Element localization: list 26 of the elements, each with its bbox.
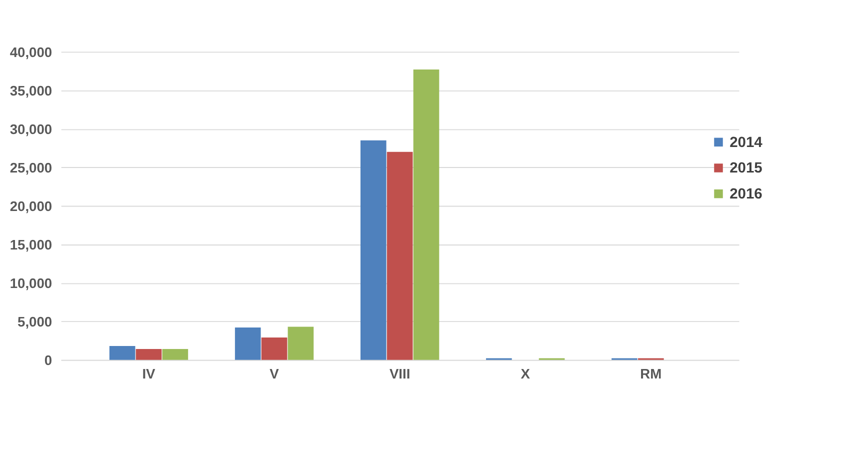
bar [136,349,162,360]
y-tick-label: 15,000 [10,236,52,252]
bar [234,327,261,360]
y-tick-label: 20,000 [10,198,52,214]
bar [109,346,136,360]
bar [261,337,288,360]
x-tick-label: VIII [389,366,410,382]
y-tick-label: 5,000 [18,313,52,330]
y-tick-label: 30,000 [10,120,52,137]
legend-label: 2014 [730,134,764,151]
x-tick-label: V [270,366,280,382]
x-tick-label: X [520,366,531,382]
bar [360,140,386,360]
legend-label: 2016 [730,186,762,202]
y-tick-label: 10,000 [10,274,52,291]
x-tick-label: RM [640,366,662,382]
y-tick-label: 35,000 [10,82,52,98]
y-tick-label: 25,000 [10,159,52,176]
legend-label: 2015 [730,160,762,177]
y-tick-label: 0 [44,352,52,368]
bar [288,326,314,360]
bar [413,69,440,360]
bar [162,349,188,360]
y-tick-label: 40,000 [10,44,52,60]
bar [386,152,413,360]
x-tick-label: IV [142,366,156,382]
